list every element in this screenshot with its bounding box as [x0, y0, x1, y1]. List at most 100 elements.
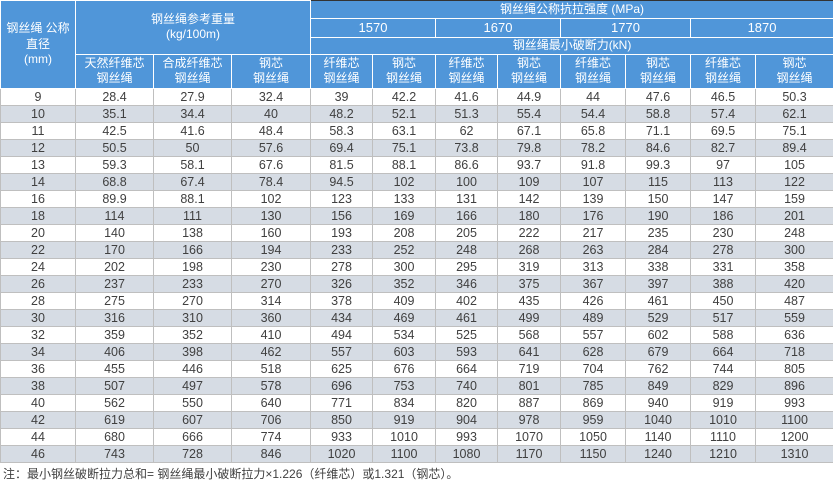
table-cell: 834 — [372, 393, 437, 412]
table-cell: 159 — [755, 189, 833, 208]
table-cell: 233 — [310, 240, 374, 259]
table-cell: 78.4 — [230, 172, 312, 191]
table-cell: 69.4 — [310, 138, 374, 157]
table-cell: 58.8 — [625, 104, 692, 123]
table-cell: 375 — [497, 274, 562, 293]
table-cell: 39 — [310, 87, 374, 106]
table-cell: 719 — [497, 359, 562, 378]
table-cell: 67.4 — [153, 172, 232, 191]
table-cell: 201 — [755, 206, 833, 225]
table-cell: 805 — [755, 359, 833, 378]
header-core-steel: 钢芯 钢丝绳 — [372, 53, 437, 89]
table-cell: 248 — [435, 240, 499, 259]
table-cell: 217 — [560, 223, 627, 242]
table-cell: 849 — [625, 376, 692, 395]
table-cell: 44 — [0, 427, 76, 446]
table-cell: 359 — [75, 325, 154, 344]
table-cell: 625 — [310, 359, 374, 378]
table-cell: 176 — [560, 206, 627, 225]
table-cell: 434 — [310, 308, 374, 327]
table-row: 36 455 446 518 625 676 664 719 704 762 744 805 — [0, 359, 833, 378]
table-cell: 636 — [755, 325, 833, 344]
table-cell: 1020 — [310, 444, 374, 463]
table-cell: 978 — [497, 410, 562, 429]
table-cell: 680 — [75, 427, 154, 446]
table-cell: 1100 — [372, 444, 437, 463]
table-cell: 71.1 — [625, 121, 692, 140]
table-cell: 237 — [75, 274, 154, 293]
table-cell: 518 — [230, 359, 312, 378]
table-cell: 1110 — [690, 427, 757, 446]
table-row: 46 743 728 846 1020 1100 1080 1170 1150 1240 1210 1… — [0, 444, 833, 463]
table-cell: 525 — [435, 325, 499, 344]
table-cell: 461 — [625, 291, 692, 310]
table-row: 9 28.4 27.9 32.4 39 42.2 41.6 44.9 44 47.6 46.5 50.… — [0, 87, 833, 106]
table-cell: 42.5 — [75, 121, 154, 140]
table-cell: 26 — [0, 274, 76, 293]
table-cell: 1010 — [372, 427, 437, 446]
table-cell: 50 — [153, 138, 232, 157]
table-cell: 32.4 — [230, 87, 312, 106]
table-cell: 27.9 — [153, 87, 232, 106]
table-cell: 270 — [153, 291, 232, 310]
table-cell: 1080 — [435, 444, 499, 463]
table-cell: 28.4 — [75, 87, 154, 106]
table-cell: 48.4 — [230, 121, 312, 140]
table-cell: 67.1 — [497, 121, 562, 140]
table-cell: 88.1 — [372, 155, 437, 174]
table-cell: 603 — [372, 342, 437, 361]
table-cell: 869 — [560, 393, 627, 412]
table-cell: 517 — [690, 308, 757, 327]
table-cell: 147 — [690, 189, 757, 208]
table-row: 16 89.9 88.1 102 123 133 131 142 139 150 147 159 — [0, 189, 833, 208]
table-cell: 166 — [153, 240, 232, 259]
table-cell: 46 — [0, 444, 76, 463]
table-cell: 54.4 — [560, 104, 627, 123]
table-cell: 263 — [560, 240, 627, 259]
table-cell: 406 — [75, 342, 154, 361]
table-cell: 352 — [153, 325, 232, 344]
table-cell: 489 — [560, 308, 627, 327]
header-breaking-group: 钢丝绳最小破断力(kN) — [310, 37, 833, 55]
header-diameter: 钢丝绳 公称 直径 (mm) — [0, 0, 76, 89]
table-cell: 86.6 — [435, 155, 499, 174]
table-cell: 1150 — [560, 444, 627, 463]
table-cell: 93.7 — [497, 155, 562, 174]
table-cell: 850 — [310, 410, 374, 429]
table-cell: 1140 — [625, 427, 692, 446]
table-cell: 10 — [0, 104, 76, 123]
table-cell: 728 — [153, 444, 232, 463]
table-cell: 744 — [690, 359, 757, 378]
table-cell: 331 — [690, 257, 757, 276]
table-cell: 131 — [435, 189, 499, 208]
table-cell: 435 — [497, 291, 562, 310]
table-cell: 696 — [310, 376, 374, 395]
table-cell: 205 — [435, 223, 499, 242]
table-cell: 34.4 — [153, 104, 232, 123]
table-cell: 35.1 — [75, 104, 154, 123]
table-cell: 88.1 — [153, 189, 232, 208]
table-cell: 160 — [230, 223, 312, 242]
table-cell: 107 — [560, 172, 627, 191]
table-cell: 230 — [690, 223, 757, 242]
header-strength-group: 钢丝绳公称抗拉强度 (MPa) — [310, 0, 833, 19]
table-cell: 169 — [372, 206, 437, 225]
header-weight-steel-core: 钢芯 钢丝绳 — [230, 53, 312, 89]
table-cell: 67.6 — [230, 155, 312, 174]
table-row: 40 562 550 640 771 834 820 887 869 940 919 993 — [0, 393, 833, 412]
table-cell: 122 — [755, 172, 833, 191]
table-cell: 36 — [0, 359, 76, 378]
table-cell: 450 — [690, 291, 757, 310]
table-cell: 829 — [690, 376, 757, 395]
header-weight-natural-fiber: 天然纤维芯 钢丝绳 — [75, 53, 154, 89]
table-cell: 275 — [75, 291, 154, 310]
table-cell: 409 — [372, 291, 437, 310]
table-cell: 111 — [153, 206, 232, 225]
table-cell: 139 — [560, 189, 627, 208]
table-cell: 300 — [372, 257, 437, 276]
table-cell: 24 — [0, 257, 76, 276]
table-cell: 497 — [153, 376, 232, 395]
table-cell: 529 — [625, 308, 692, 327]
table-cell: 557 — [310, 342, 374, 361]
header-core-steel: 钢芯 钢丝绳 — [625, 53, 692, 89]
